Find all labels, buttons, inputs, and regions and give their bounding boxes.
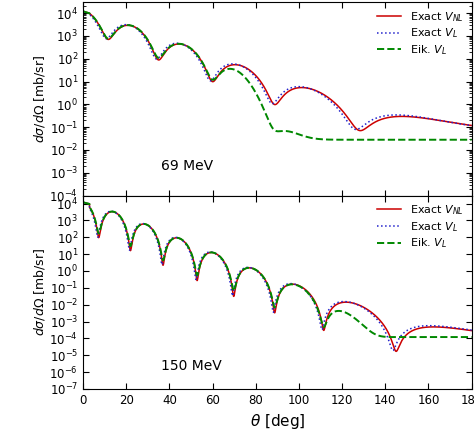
Eik. $V_L$	[400, 137, 405, 142]
Eik. $V_L$	[81, 200, 86, 205]
Y-axis label: $d\sigma/d\Omega$ [mb/sr]: $d\sigma/d\Omega$ [mb/sr]	[32, 55, 46, 143]
Eik. $V_L$	[333, 309, 339, 314]
Exact $V_L$	[469, 123, 474, 128]
Line: Eik. $V_L$: Eik. $V_L$	[83, 11, 472, 140]
Exact $V_{NL}$	[229, 283, 235, 288]
Eik. $V_L$	[313, 303, 319, 309]
Eik. $V_L$	[151, 229, 157, 234]
Eik. $V_L$	[392, 334, 398, 340]
Eik. $V_L$	[151, 49, 157, 55]
Exact $V_{NL}$	[151, 51, 157, 56]
Eik. $V_L$	[370, 330, 376, 336]
Exact $V_L$	[313, 305, 319, 310]
Exact $V_{NL}$	[333, 101, 339, 107]
Exact $V_L$	[313, 89, 319, 94]
X-axis label: $\theta$ [deg]: $\theta$ [deg]	[249, 413, 305, 431]
Text: 69 MeV: 69 MeV	[161, 160, 213, 173]
Exact $V_L$	[370, 312, 376, 318]
Eik. $V_L$	[469, 334, 474, 340]
Exact $V_L$	[400, 112, 406, 118]
Exact $V_L$	[81, 200, 86, 205]
Exact $V_L$	[333, 301, 339, 306]
Line: Eik. $V_L$: Eik. $V_L$	[83, 202, 472, 337]
Exact $V_{NL}$	[357, 128, 363, 133]
Exact $V_L$	[400, 331, 406, 336]
Eik. $V_L$	[469, 137, 474, 142]
Exact $V_L$	[81, 9, 86, 14]
Exact $V_{NL}$	[393, 349, 399, 354]
Eik. $V_L$	[229, 281, 235, 287]
Exact $V_L$	[229, 61, 235, 66]
Eik. $V_L$	[81, 9, 86, 14]
Exact $V_{NL}$	[81, 200, 86, 205]
Eik. $V_L$	[313, 136, 319, 142]
Eik. $V_L$	[333, 137, 339, 142]
Exact $V_L$	[151, 54, 157, 59]
Legend: Exact $V_{NL}$, Exact $V_L$, Eik. $V_L$: Exact $V_{NL}$, Exact $V_L$, Eik. $V_L$	[374, 201, 466, 253]
Exact $V_L$	[390, 348, 396, 353]
Text: 150 MeV: 150 MeV	[161, 359, 221, 373]
Exact $V_L$	[353, 127, 359, 132]
Exact $V_{NL}$	[370, 311, 376, 316]
Line: Exact $V_L$: Exact $V_L$	[83, 11, 472, 129]
Exact $V_{NL}$	[469, 123, 474, 128]
Exact $V_{NL}$	[151, 229, 157, 235]
Eik. $V_L$	[400, 334, 406, 340]
Exact $V_{NL}$	[400, 336, 406, 342]
Eik. $V_L$	[370, 137, 376, 142]
Exact $V_L$	[151, 231, 157, 236]
Line: Exact $V_L$: Exact $V_L$	[83, 202, 472, 350]
Exact $V_{NL}$	[229, 62, 235, 68]
Exact $V_L$	[229, 291, 235, 296]
Line: Exact $V_{NL}$: Exact $V_{NL}$	[83, 11, 472, 131]
Exact $V_{NL}$	[313, 302, 319, 307]
Exact $V_{NL}$	[81, 9, 86, 14]
Exact $V_L$	[469, 327, 474, 333]
Y-axis label: $d\sigma/d\Omega$ [mb/sr]: $d\sigma/d\Omega$ [mb/sr]	[32, 248, 46, 336]
Exact $V_{NL}$	[313, 88, 319, 94]
Eik. $V_L$	[229, 66, 235, 72]
Exact $V_L$	[333, 104, 339, 109]
Legend: Exact $V_{NL}$, Exact $V_L$, Eik. $V_L$: Exact $V_{NL}$, Exact $V_L$, Eik. $V_L$	[374, 8, 466, 59]
Line: Exact $V_{NL}$: Exact $V_{NL}$	[83, 202, 472, 351]
Exact $V_{NL}$	[370, 121, 376, 126]
Exact $V_{NL}$	[400, 114, 406, 119]
Exact $V_{NL}$	[469, 328, 474, 333]
Exact $V_{NL}$	[333, 302, 339, 308]
Exact $V_L$	[370, 117, 376, 122]
